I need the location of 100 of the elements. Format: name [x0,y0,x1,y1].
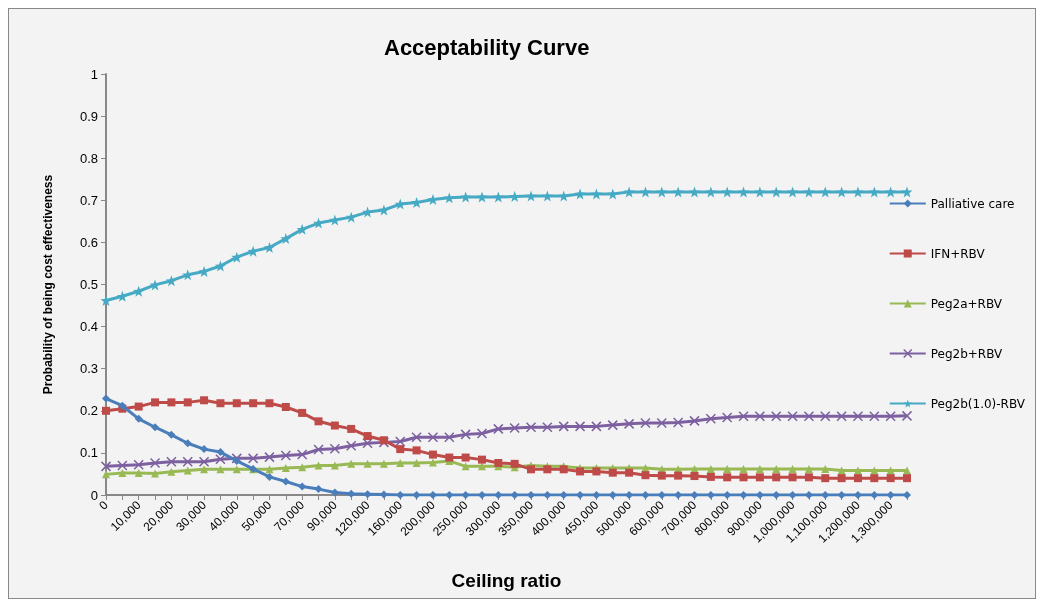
point [314,417,323,426]
point [182,456,193,467]
point [396,459,405,467]
point [460,429,471,440]
point [541,190,553,202]
point [525,190,537,202]
point [510,459,519,468]
point [134,414,143,423]
point [788,491,797,499]
point [183,398,192,407]
point [134,402,143,411]
point [214,260,226,272]
point [885,411,896,422]
legend-label: Palliative care [930,196,1015,211]
point [804,473,813,482]
point [739,473,748,482]
point [723,464,732,473]
point [788,473,797,482]
point [298,408,307,417]
point [347,424,356,433]
point [461,491,470,499]
point [852,186,864,198]
point [754,411,766,422]
point [444,432,455,443]
point [151,398,160,407]
point [804,464,813,473]
point [379,459,388,468]
point [460,191,472,203]
point [509,422,520,434]
point [281,403,290,412]
point [363,490,372,499]
point [639,186,651,198]
point [723,473,732,482]
point [706,472,715,481]
point [607,419,619,431]
point [772,464,781,473]
point [527,465,536,474]
point [412,459,421,467]
y-axis-title: Probability of being cost effectiveness [41,174,55,395]
point [852,411,864,422]
point [901,186,913,198]
point [674,471,683,480]
y-tick-label: 0.7 [79,192,98,208]
legend-label: Peg2b(1.0)-RBV [930,396,1026,411]
point [296,449,308,460]
y-tick-label: 0.5 [79,277,98,292]
point [672,186,684,198]
point [183,439,192,448]
point [641,491,650,499]
point [247,453,259,464]
point [738,411,749,422]
point [362,437,373,449]
point [280,233,292,245]
point [264,451,275,463]
point [689,415,700,427]
point [151,423,160,432]
point [281,464,290,473]
point [672,417,684,428]
point [445,491,454,499]
point [788,464,797,473]
point [494,459,503,467]
point [640,417,651,429]
point [329,443,341,454]
point [770,411,782,422]
point [183,466,192,475]
point [477,462,486,471]
point [298,482,307,491]
point [886,491,895,499]
point [200,465,209,474]
point [837,474,846,483]
point [755,464,764,473]
y-tick-label: 0 [90,487,98,503]
point [688,186,700,198]
point [133,459,144,470]
point [886,474,895,483]
point [102,470,110,479]
point [739,491,748,499]
point [819,186,831,198]
point [510,491,519,499]
point [656,417,668,429]
point [657,471,666,480]
point [314,485,323,494]
y-tick-label: 0.3 [79,361,98,377]
point [754,186,766,198]
point [772,473,781,482]
point [411,432,422,443]
point [118,469,127,478]
point [428,458,437,467]
point [868,186,880,198]
chart-title: Acceptability Curve [384,34,590,60]
point [102,406,110,415]
point [198,456,210,467]
point [706,464,715,473]
y-tick-label: 0.2 [79,403,98,419]
point [803,186,815,198]
point [590,188,602,200]
point [493,423,504,435]
point [412,446,421,455]
point [869,411,880,422]
point [412,491,421,499]
